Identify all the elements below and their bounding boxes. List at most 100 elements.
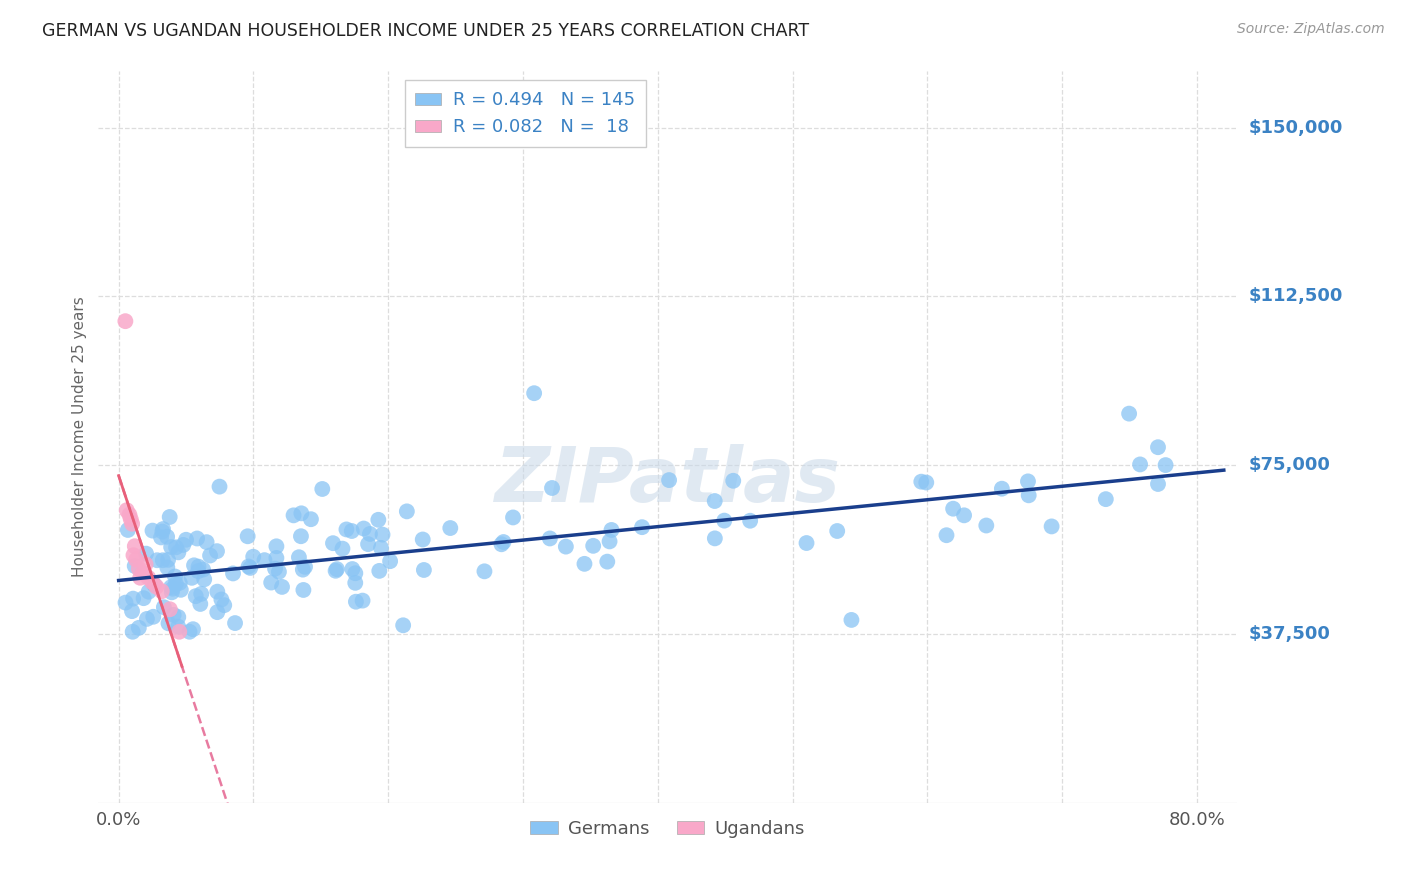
Point: [412, 563, 434, 577]
Point: [128, 621, 150, 635]
Point: [260, 575, 283, 590]
Point: [135, 558, 157, 572]
Point: [283, 508, 305, 523]
Point: [239, 561, 262, 575]
Point: [141, 524, 163, 538]
Point: [412, 533, 434, 547]
Point: [713, 514, 735, 528]
Point: [114, 314, 136, 328]
Point: [141, 575, 163, 590]
Point: [242, 549, 264, 564]
Point: [132, 591, 155, 606]
Point: [325, 564, 347, 578]
Text: Source: ZipAtlas.com: Source: ZipAtlas.com: [1237, 22, 1385, 37]
Point: [600, 523, 623, 537]
Point: [492, 535, 515, 549]
Point: [290, 506, 312, 520]
Text: $112,500: $112,500: [1249, 287, 1343, 305]
Point: [122, 548, 145, 562]
Point: [222, 566, 245, 581]
Point: [942, 501, 965, 516]
Point: [1118, 407, 1140, 421]
Point: [132, 566, 155, 581]
Point: [288, 550, 311, 565]
Point: [184, 589, 207, 603]
Point: [198, 549, 221, 563]
Point: [953, 508, 976, 523]
Point: [502, 510, 524, 524]
Point: [974, 518, 997, 533]
Point: [294, 559, 316, 574]
Point: [121, 604, 143, 618]
Point: [169, 575, 191, 590]
Point: [359, 527, 381, 541]
Point: [1040, 519, 1063, 533]
Point: [344, 566, 367, 581]
Point: [174, 533, 197, 547]
Point: [172, 538, 194, 552]
Point: [162, 582, 184, 596]
Point: [152, 553, 174, 567]
Point: [124, 558, 146, 573]
Point: [357, 537, 380, 551]
Point: [631, 520, 654, 534]
Point: [117, 523, 139, 537]
Point: [146, 553, 169, 567]
Point: [266, 550, 288, 565]
Point: [825, 524, 848, 538]
Point: [342, 562, 364, 576]
Point: [723, 474, 745, 488]
Point: [187, 559, 209, 574]
Point: [841, 613, 863, 627]
Point: [395, 504, 418, 518]
Point: [311, 482, 333, 496]
Point: [181, 622, 204, 636]
Point: [1018, 488, 1040, 502]
Point: [120, 512, 142, 526]
Point: [523, 386, 546, 401]
Point: [167, 545, 190, 559]
Point: [1154, 458, 1177, 472]
Point: [353, 522, 375, 536]
Point: [191, 563, 214, 577]
Point: [291, 563, 314, 577]
Point: [138, 584, 160, 599]
Point: [205, 544, 228, 558]
Point: [180, 571, 202, 585]
Point: [157, 616, 180, 631]
Point: [238, 559, 260, 574]
Point: [167, 610, 190, 624]
Point: [163, 569, 186, 583]
Point: [582, 539, 605, 553]
Point: [299, 512, 322, 526]
Point: [170, 582, 193, 597]
Point: [118, 508, 141, 522]
Point: [1017, 475, 1039, 489]
Point: [368, 564, 391, 578]
Point: [344, 575, 367, 590]
Point: [703, 494, 725, 508]
Point: [190, 587, 212, 601]
Point: [491, 537, 513, 551]
Point: [150, 530, 173, 544]
Text: $75,000: $75,000: [1249, 456, 1330, 475]
Point: [114, 596, 136, 610]
Point: [125, 553, 148, 567]
Point: [266, 539, 288, 553]
Point: [129, 571, 152, 585]
Point: [156, 560, 179, 574]
Point: [153, 600, 176, 615]
Point: [159, 602, 181, 616]
Point: [150, 584, 173, 599]
Point: [541, 481, 564, 495]
Point: [439, 521, 461, 535]
Y-axis label: Householder Income Under 25 years: Householder Income Under 25 years: [72, 297, 87, 577]
Point: [115, 503, 138, 517]
Point: [474, 564, 496, 578]
Point: [195, 535, 218, 549]
Point: [658, 473, 681, 487]
Point: [121, 624, 143, 639]
Point: [1147, 477, 1170, 491]
Text: $37,500: $37,500: [1249, 625, 1330, 643]
Point: [135, 547, 157, 561]
